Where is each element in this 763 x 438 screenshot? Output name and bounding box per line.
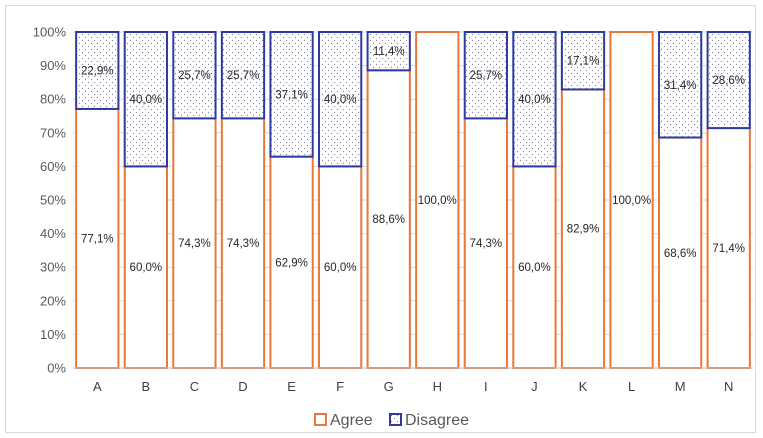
bar-disagree	[560, 31, 606, 91]
x-tick-label: E	[287, 379, 296, 394]
x-tick-label: I	[484, 379, 488, 394]
bar-disagree	[318, 31, 363, 168]
data-label-disagree: 11,4%	[373, 46, 405, 58]
data-label-disagree: 25,7%	[470, 70, 503, 82]
x-tick-label: G	[384, 379, 394, 394]
y-axis: 0% 10% 20% 30% 40% 50% 60% 70% 80% 90% 100%	[33, 25, 67, 376]
data-label-disagree: 25,7%	[178, 70, 211, 82]
bar-group-m: 31,4% 68,6%	[658, 31, 703, 369]
legend-agree-label: Agree	[330, 412, 373, 429]
y-tick-label: 30%	[40, 260, 66, 275]
bar-agree	[172, 117, 217, 369]
x-tick-label: N	[724, 379, 733, 394]
data-label-agree: 77,1%	[81, 233, 114, 245]
bar-agree	[123, 165, 168, 369]
data-label-agree: 74,3%	[227, 238, 260, 250]
bar-group-l: 100,0%	[609, 31, 654, 369]
bar-group-i: 25,7% 74,3%	[463, 31, 508, 369]
data-label-disagree: 31,4%	[664, 80, 697, 92]
data-label-disagree: 22,9%	[81, 65, 114, 77]
data-label-agree: 62,9%	[275, 257, 308, 269]
x-tick-label: H	[433, 379, 442, 394]
bar-agree	[220, 117, 266, 369]
data-label-disagree: 40,0%	[130, 94, 163, 106]
bar-group-e: 37,1% 62,9%	[269, 31, 314, 369]
bar-agree	[269, 155, 314, 369]
y-tick-label: 50%	[40, 193, 66, 208]
bar-group-f: 40,0% 60,0%	[318, 31, 363, 369]
bar-group-c: 25,7% 74,3%	[172, 31, 217, 369]
bar-disagree	[658, 31, 703, 139]
x-axis: A B C D E F G H I J K L M N	[73, 367, 753, 394]
bar-disagree	[463, 31, 508, 120]
data-label-disagree: 28,6%	[712, 75, 745, 87]
bar-agree	[560, 88, 606, 370]
data-label-agree: 82,9%	[567, 224, 600, 236]
y-tick-label: 10%	[40, 327, 66, 342]
x-tick-label: K	[579, 379, 588, 394]
data-label-disagree: 40,0%	[324, 94, 357, 106]
y-tick-label: 90%	[40, 58, 66, 73]
y-tick-label: 70%	[40, 125, 66, 140]
x-tick-label: L	[628, 379, 635, 394]
bar-disagree	[366, 31, 411, 72]
x-tick-label: J	[531, 379, 538, 394]
y-tick-label: 60%	[40, 159, 66, 174]
legend-disagree-swatch	[389, 413, 402, 426]
bar-disagree	[220, 31, 266, 120]
x-tick-label: A	[93, 379, 102, 394]
y-tick-label: 40%	[40, 226, 66, 241]
legend-agree-swatch	[314, 413, 327, 426]
data-label-agree: 71,4%	[712, 243, 745, 255]
y-tick-label: 80%	[40, 92, 66, 107]
y-tick-label: 100%	[33, 25, 67, 40]
bar-disagree	[123, 31, 168, 168]
bar-disagree	[269, 31, 314, 158]
bar-disagree	[75, 31, 120, 110]
bar-agree	[512, 165, 557, 369]
x-tick-label: D	[238, 379, 247, 394]
data-label-disagree: 37,1%	[275, 89, 308, 101]
bar-group-d: 25,7% 74,3%	[220, 31, 266, 369]
data-label-agree: 60,0%	[324, 262, 357, 274]
bar-group-g: 11,4% 88,6%	[366, 31, 411, 370]
bars: 22,9% 77,1% 40,0% 60,0% 25,7% 74,3% 25,7% 74,3%…	[75, 31, 751, 370]
y-tick-label: 20%	[40, 293, 66, 308]
y-tick-label: 0%	[47, 361, 66, 376]
bar-group-j: 40,0% 60,0%	[512, 31, 557, 369]
data-label-agree: 100,0%	[612, 195, 651, 207]
data-label-agree: 68,6%	[664, 248, 697, 260]
data-label-agree: 88,6%	[372, 214, 405, 226]
bar-disagree	[512, 31, 557, 168]
bar-agree	[75, 107, 120, 369]
legend-disagree-label: Disagree	[405, 412, 469, 429]
x-tick-label: M	[675, 379, 686, 394]
bar-group-b: 40,0% 60,0%	[123, 31, 168, 369]
data-label-disagree: 17,1%	[567, 56, 600, 68]
legend: Agree Disagree	[314, 412, 469, 429]
data-label-agree: 60,0%	[518, 262, 551, 274]
data-label-disagree: 25,7%	[227, 70, 260, 82]
x-tick-label: B	[142, 379, 151, 394]
x-tick-label: C	[190, 379, 199, 394]
bar-group-a: 22,9% 77,1%	[75, 31, 120, 369]
bar-agree	[415, 31, 460, 369]
bar-group-k: 17,1% 82,9%	[560, 31, 606, 370]
data-label-agree: 74,3%	[470, 238, 503, 250]
bar-disagree	[172, 31, 217, 120]
data-label-agree: 74,3%	[178, 238, 211, 250]
data-label-agree: 60,0%	[130, 262, 163, 274]
data-label-agree: 100,0%	[418, 195, 457, 207]
bar-disagree	[706, 31, 751, 130]
bar-agree	[609, 31, 654, 369]
bar-group-h: 100,0%	[415, 31, 460, 369]
data-label-disagree: 40,0%	[518, 94, 551, 106]
bar-group-n: 28,6% 71,4%	[706, 31, 751, 369]
x-tick-label: F	[336, 379, 344, 394]
bar-agree	[366, 69, 411, 370]
